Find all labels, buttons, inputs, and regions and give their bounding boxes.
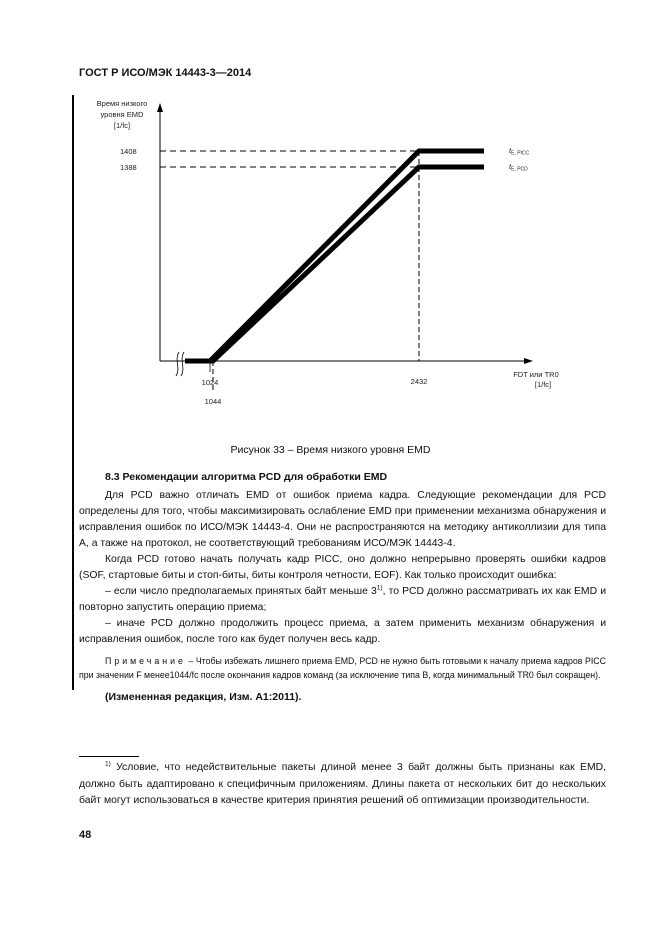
section: 8.3 Рекомендации алгоритма PCD для обраб… xyxy=(79,470,606,704)
y-axis-arrow xyxy=(157,103,163,112)
x-axis-label: FDT или TR0 xyxy=(513,370,559,379)
paragraph-text: , то PCD должно рассматривать их как EMD… xyxy=(79,586,606,613)
series-label: tE, PCD xyxy=(509,162,528,173)
footnote-text: Условие, что недействительные пакеты дли… xyxy=(79,762,606,806)
series-line xyxy=(185,164,484,364)
x-tick-label: 1024 xyxy=(202,378,219,387)
y-axis-label: уровня EMD xyxy=(101,110,145,119)
figure-caption: Рисунок 33 – Время низкого уровня EMD xyxy=(230,444,431,456)
note: Примечание – Чтобы избежать лишнего прие… xyxy=(79,654,606,682)
footnote-ref: 1) xyxy=(376,584,383,592)
series-label: tE, PICC xyxy=(509,146,530,157)
series-line xyxy=(185,148,484,364)
paragraph: – иначе PCD должно продолжить процесс пр… xyxy=(79,618,606,645)
paragraph: Для PCD важно отличать EMD от ошибок при… xyxy=(79,490,606,549)
section-body: Для PCD важно отличать EMD от ошибок при… xyxy=(79,488,606,648)
x-tick-label: 2432 xyxy=(411,377,428,386)
change-bar xyxy=(72,95,74,690)
y-tick-label: 1388 xyxy=(120,163,137,172)
axis-break-mark xyxy=(175,351,185,377)
page-footer: 1) Условие, что недействительные пакеты … xyxy=(79,756,606,842)
y-axis-label: Время низкого xyxy=(97,99,148,108)
y-tick-label: 1408 xyxy=(120,147,137,156)
x-tick-label: 1044 xyxy=(205,397,222,406)
x-axis-arrow xyxy=(524,358,533,364)
footnote-mark: 1) xyxy=(105,760,111,768)
amendment-note: (Измененная редакция, Изм. А1:2011). xyxy=(105,691,302,703)
document-header: ГОСТ Р ИСО/МЭК 14443-3—2014 xyxy=(79,67,252,79)
note-label: Примечание xyxy=(105,656,186,666)
page-number: 48 xyxy=(79,828,92,841)
note-text: – Чтобы избежать лишнего приема EMD, PCD… xyxy=(79,656,606,680)
paragraph: Когда PCD готово начать получать кадр PI… xyxy=(79,554,606,581)
footnote: 1) Условие, что недействительные пакеты … xyxy=(79,760,606,810)
paragraph-text: – если число предполагаемых принятых бай… xyxy=(105,586,377,597)
x-axis-label: [1/fc] xyxy=(535,380,551,389)
section-title: 8.3 Рекомендации алгоритма PCD для обраб… xyxy=(105,471,388,483)
footnote-separator xyxy=(79,756,139,757)
paragraph: – если число предполагаемых принятых бай… xyxy=(79,584,606,616)
y-axis-label: [1/fc] xyxy=(114,121,130,130)
